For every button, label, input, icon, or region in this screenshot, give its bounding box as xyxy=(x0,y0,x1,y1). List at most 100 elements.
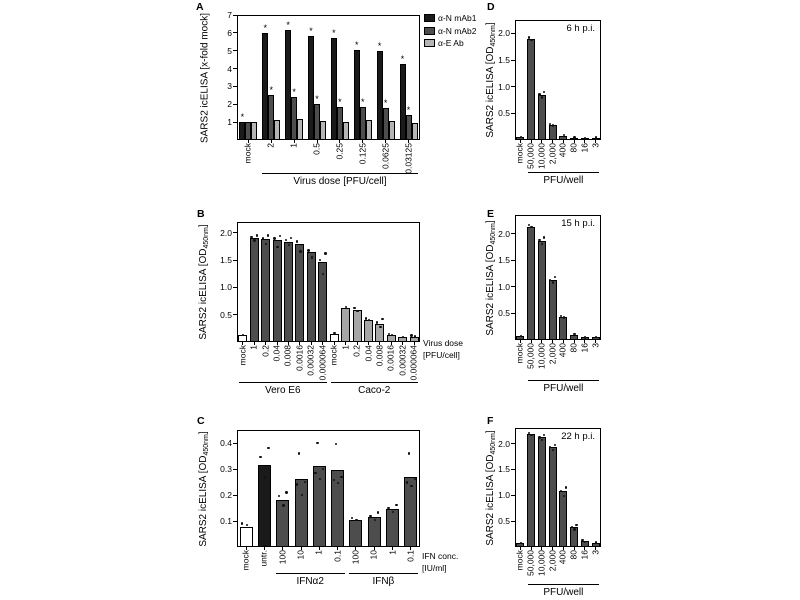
data-point xyxy=(337,482,340,485)
x-tick-mark xyxy=(310,342,312,345)
y-tick-label: 1.0 xyxy=(498,281,510,292)
y-tick-mark xyxy=(511,259,515,261)
bar xyxy=(331,469,345,547)
x-tick-mark xyxy=(263,547,265,550)
y-axis-label-subscript: 450nm xyxy=(203,227,210,249)
data-point xyxy=(295,483,299,486)
x-tick-label: 10,000 xyxy=(536,343,547,369)
y-tick-label: 0.2 xyxy=(220,490,232,500)
bar xyxy=(295,243,305,342)
x-tick-mark xyxy=(530,140,532,143)
data-point xyxy=(318,258,322,262)
x-tick-label: untr. xyxy=(258,550,269,567)
data-point xyxy=(530,434,533,437)
data-point xyxy=(549,445,552,449)
legend-swatch-1 xyxy=(424,14,435,22)
data-point xyxy=(575,523,578,526)
data-point xyxy=(407,452,411,455)
axis-group-line xyxy=(527,584,599,585)
significance-marker: * xyxy=(377,40,382,51)
x-tick-mark xyxy=(390,342,392,345)
bar xyxy=(537,437,546,547)
y-axis-label-text: SARS2 icELISA [OD xyxy=(485,244,496,336)
data-point xyxy=(299,250,302,253)
bar xyxy=(283,241,293,342)
data-point xyxy=(530,226,533,229)
bar xyxy=(272,240,282,342)
data-point xyxy=(387,332,390,335)
axis-group-line xyxy=(239,382,327,383)
bar xyxy=(559,317,568,340)
panel-letter: F xyxy=(487,415,494,427)
significance-marker: * xyxy=(263,22,268,33)
bar xyxy=(312,465,326,547)
x-tick-mark xyxy=(385,140,387,143)
data-point xyxy=(376,321,379,324)
x-tick-mark xyxy=(541,140,543,143)
axis-side-label: IFN conc. xyxy=(422,551,459,561)
bar xyxy=(257,465,271,547)
x-tick-label: mock xyxy=(242,143,253,164)
x-tick-mark xyxy=(345,342,347,345)
x-tick-mark xyxy=(584,340,586,343)
x-tick-label: 0.0625 xyxy=(380,143,391,169)
group-label: IFNβ xyxy=(372,576,395,587)
y-tick-label: 3 xyxy=(227,81,232,92)
legend-label-2: α-N mAb2 xyxy=(438,25,477,36)
x-tick-label: 400 xyxy=(557,143,568,158)
y-tick-mark xyxy=(233,50,237,52)
bar xyxy=(570,527,579,547)
group-label: PFU/well xyxy=(543,587,584,598)
data-point xyxy=(241,522,244,525)
axis-side-label: [IU/ml] xyxy=(422,562,447,573)
data-point xyxy=(263,476,267,479)
x-tick-label: 0.008 xyxy=(374,345,385,367)
data-point xyxy=(303,480,307,484)
x-tick-mark xyxy=(584,547,586,550)
x-tick-label: mock xyxy=(514,550,525,571)
y-tick-label: 1.5 xyxy=(220,255,232,266)
y-axis-label-subscript: 450nm xyxy=(490,432,497,455)
data-point xyxy=(324,252,327,255)
data-point xyxy=(285,491,288,494)
y-tick-label: 4 xyxy=(227,63,232,74)
data-point xyxy=(273,237,276,240)
x-tick-mark xyxy=(410,547,412,550)
y-tick-mark xyxy=(233,442,237,444)
bar xyxy=(353,49,360,140)
data-point xyxy=(581,539,584,542)
data-point xyxy=(559,489,563,493)
x-tick-label: 0.1 xyxy=(405,550,416,562)
bar xyxy=(367,517,381,547)
y-tick-mark xyxy=(233,103,237,105)
significance-marker: * xyxy=(361,96,365,107)
bar xyxy=(537,94,546,140)
bar xyxy=(359,106,366,140)
x-tick-mark xyxy=(355,547,357,550)
data-point xyxy=(584,136,587,140)
y-axis-label-subscript: 450nm xyxy=(490,25,497,47)
bar xyxy=(559,135,568,140)
bar xyxy=(239,122,246,140)
y-tick-mark xyxy=(511,59,515,61)
axis-group-line xyxy=(330,382,418,383)
data-point xyxy=(541,96,544,99)
time-annotation: 15 h p.i. xyxy=(561,218,595,229)
x-tick-label: 16 xyxy=(579,143,590,153)
x-tick-mark xyxy=(552,140,554,143)
bar xyxy=(364,320,374,342)
group-label: PFU/well xyxy=(543,175,584,186)
x-tick-label: 0.008 xyxy=(282,345,293,367)
bar xyxy=(548,125,557,140)
x-tick-mark xyxy=(584,140,586,143)
data-point xyxy=(392,510,395,514)
x-tick-mark xyxy=(573,340,575,343)
data-point xyxy=(245,523,248,527)
data-point xyxy=(282,504,285,507)
x-tick-mark xyxy=(541,340,543,343)
bar xyxy=(238,335,248,342)
data-point xyxy=(410,484,413,488)
bar xyxy=(341,307,351,342)
group-label: PFU/well xyxy=(543,383,584,394)
